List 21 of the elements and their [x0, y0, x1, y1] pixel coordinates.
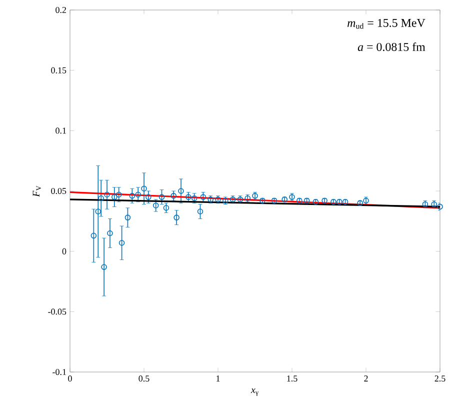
x-axis-title: x$_{γ}$: [250, 388, 258, 396]
x-tick-label: 1: [216, 376, 220, 382]
x-tick-label: 0: [68, 376, 72, 382]
y-tick-label: 0.2: [56, 6, 66, 14]
y-tick-label: 0: [62, 248, 66, 254]
y-tick-label: -0.1: [52, 368, 66, 376]
point: [170, 192, 176, 199]
x-tick-label: 1.5: [287, 376, 298, 382]
annotation: m$_{ud}$ = 15.5 MeV: [348, 18, 426, 29]
point: [200, 194, 206, 200]
point: [163, 205, 170, 211]
x-tick-label: 2.5: [434, 376, 446, 382]
annotation: a = 0.0815 fm: [358, 42, 426, 52]
y-tick-label: 0.15: [51, 67, 66, 74]
x-tick-label: 0.5: [138, 376, 150, 382]
y-axis-title: F$_{V}$: [32, 186, 41, 197]
point: [146, 194, 152, 200]
y-tick-label: 0.05: [51, 188, 66, 194]
y-tick-label: -0.05: [48, 308, 66, 315]
x-tick-label: 2: [364, 376, 368, 382]
y-tick-label: 0.1: [56, 128, 66, 134]
